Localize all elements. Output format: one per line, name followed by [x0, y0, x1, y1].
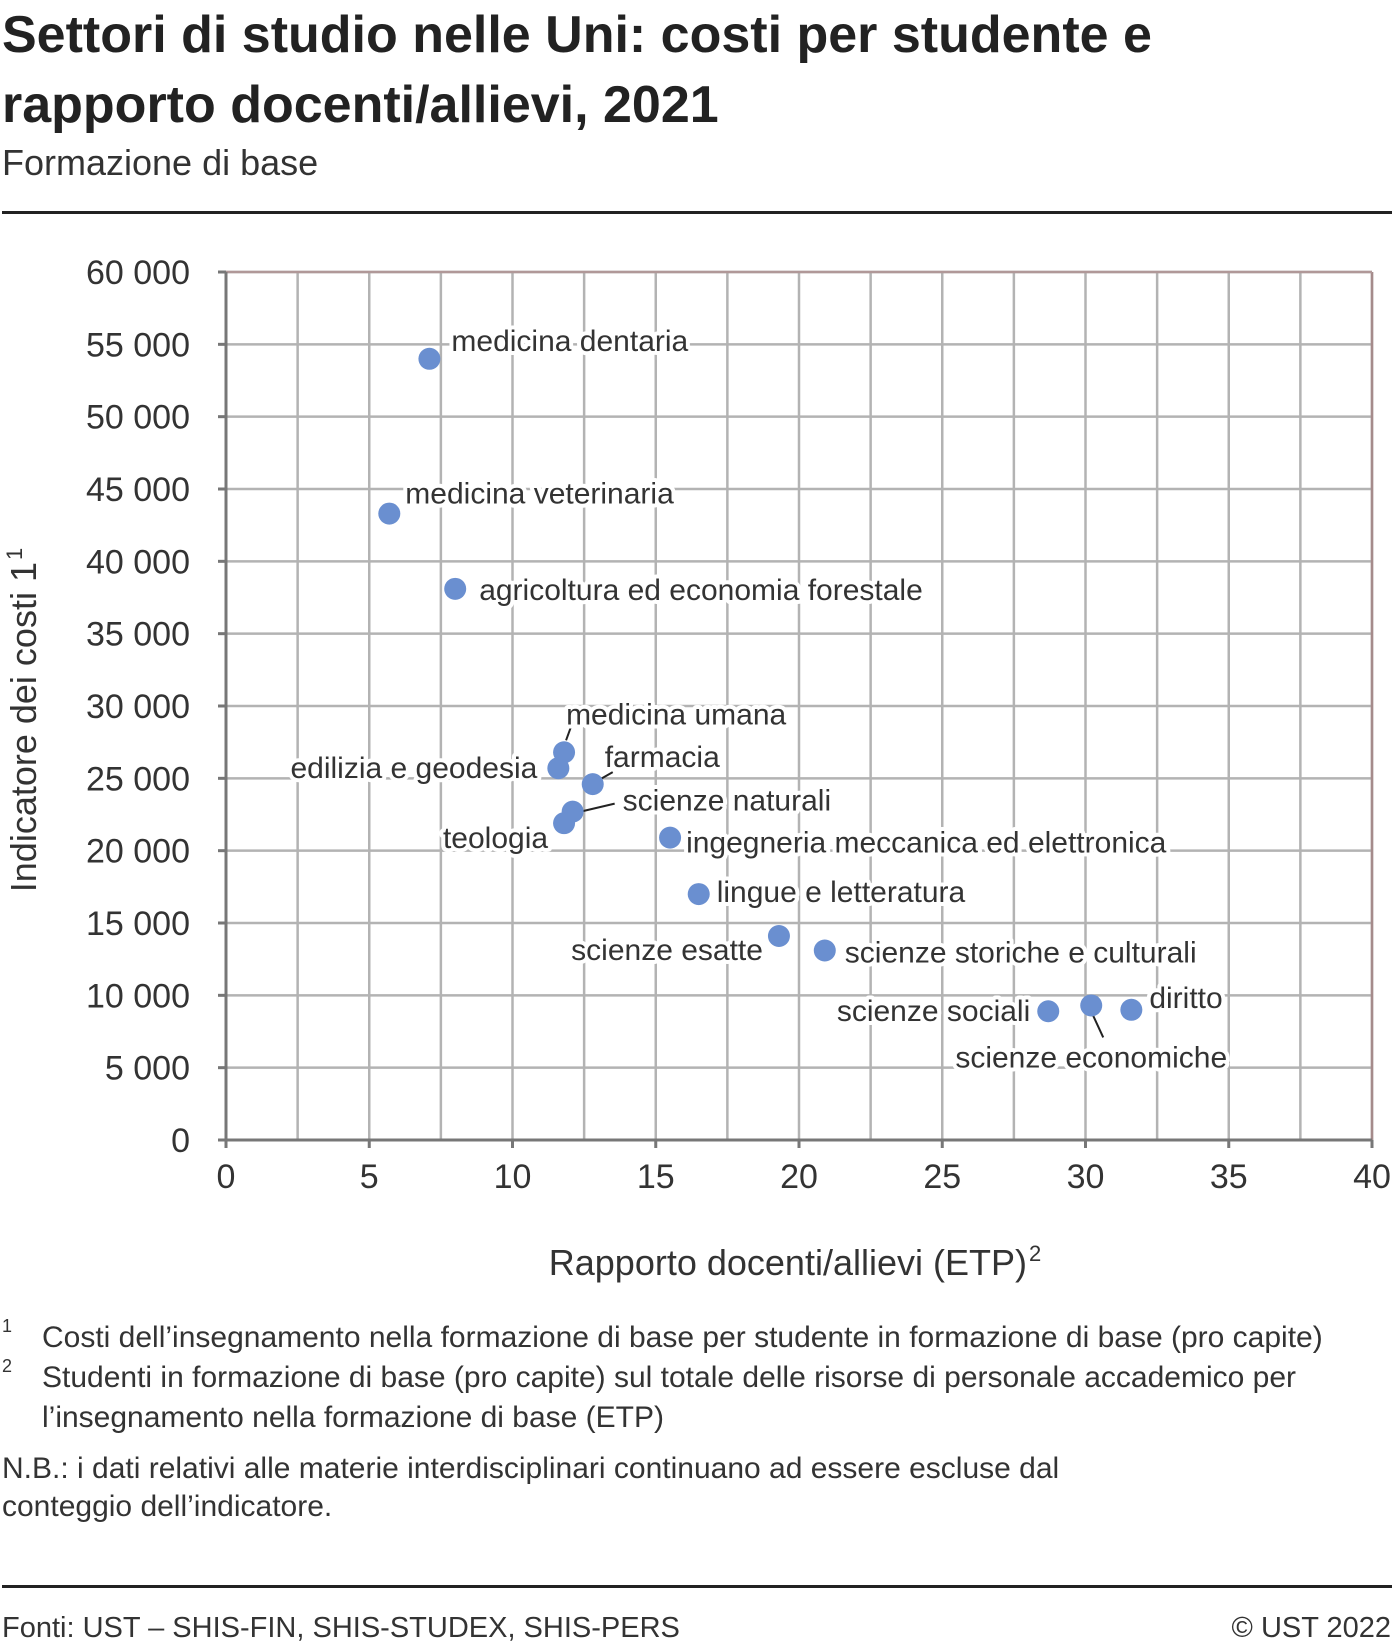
- data-point: [444, 577, 467, 600]
- point-label: medicina dentaria: [451, 325, 688, 358]
- y-tick-label: 30 000: [86, 688, 190, 726]
- data-point: [659, 826, 682, 849]
- chart-title: Settori di studio nelle Uni: costi per s…: [2, 6, 1152, 134]
- point-label: medicina veterinaria: [405, 478, 674, 511]
- y-tick-label: 60 000: [86, 254, 190, 292]
- x-tick-label: 10: [494, 1158, 532, 1196]
- y-tick-label: 55 000: [86, 326, 190, 364]
- chart-axes: [218, 270, 1374, 1148]
- point-label: scienze esatte: [571, 934, 763, 967]
- data-point: [581, 773, 604, 796]
- copyright: © UST 2022: [1231, 1612, 1391, 1644]
- scatter-chart: 0 5 000 10 000 15 000 20 000 25 000 30 000 35 0…: [2, 254, 1391, 1283]
- point-label: scienze sociali: [837, 995, 1030, 1028]
- y-tick-label: 50 000: [86, 399, 190, 437]
- footnote-1-text: Costi dell’insegnamento nella formazione…: [42, 1321, 1323, 1354]
- data-point: [1037, 1000, 1060, 1023]
- data-point: [1080, 994, 1103, 1017]
- point-label: teologia: [443, 822, 548, 855]
- y-tick-label: 35 000: [86, 616, 190, 654]
- y-tick-label: 25 000: [86, 760, 190, 798]
- y-tick-label: 45 000: [86, 471, 190, 509]
- top-divider: [2, 211, 1392, 214]
- point-label: edilizia e geodesia: [290, 752, 537, 785]
- y-tick-label: 20 000: [86, 833, 190, 871]
- x-tick-label: 40: [1353, 1158, 1391, 1196]
- footnote-1: 1 Costi dell’insegnamento nella formazio…: [2, 1316, 1392, 1358]
- y-tick-label: 10 000: [86, 977, 190, 1015]
- leader-line: [580, 802, 615, 813]
- point-label: farmacia: [605, 741, 720, 774]
- data-point: [813, 939, 836, 962]
- data-point: [687, 883, 710, 906]
- x-tick-label: 0: [217, 1158, 236, 1196]
- point-label: medicina umana: [566, 698, 786, 731]
- point-label: scienze naturali: [623, 785, 831, 818]
- chart-tick-labels: 0 5 000 10 000 15 000 20 000 25 000 30 000 35 0…: [86, 254, 1391, 1196]
- point-label: diritto: [1149, 982, 1222, 1015]
- data-point: [553, 812, 576, 835]
- y-tick-label: 40 000: [86, 543, 190, 581]
- y-tick-label: 5 000: [105, 1050, 190, 1088]
- y-axis-label: Indicatore dei costi 11: [2, 548, 44, 892]
- x-tick-label: 15: [637, 1158, 675, 1196]
- source-credit: Fonti: UST – SHIS-FIN, SHIS-STUDEX, SHIS…: [2, 1612, 680, 1644]
- x-tick-label: 20: [780, 1158, 818, 1196]
- data-point: [547, 757, 570, 780]
- data-point: [1120, 998, 1143, 1021]
- data-point: [418, 347, 441, 370]
- footnote-1-mark: 1: [2, 1316, 13, 1336]
- chart-subtitle: Formazione di base: [2, 142, 319, 183]
- x-axis-label: Rapporto docenti/allievi (ETP)2: [549, 1241, 1041, 1283]
- y-tick-label: 15 000: [86, 905, 190, 943]
- point-label: lingue e letteratura: [717, 876, 966, 909]
- data-point: [378, 502, 401, 525]
- leader-line: [565, 717, 576, 741]
- x-tick-label: 5: [360, 1158, 379, 1196]
- footnote-2: 2 Studenti in formazione di base (pro ca…: [2, 1356, 1392, 1438]
- footnote-2-text: Studenti in formazione di base (pro capi…: [42, 1361, 1297, 1434]
- x-tick-label: 35: [1210, 1158, 1248, 1196]
- point-label: agricoltura ed economia forestale: [479, 574, 923, 607]
- data-point: [767, 925, 790, 948]
- footnotes: 1 Costi dell’insegnamento nella formazio…: [2, 1316, 1392, 1526]
- data-points: [378, 347, 1143, 1023]
- point-label: scienze storiche e culturali: [845, 936, 1197, 969]
- bottom-divider: [2, 1585, 1392, 1588]
- x-tick-label: 30: [1067, 1158, 1105, 1196]
- x-tick-label: 25: [923, 1158, 961, 1196]
- note-nb: N.B.: i dati relativi alle materie inter…: [2, 1452, 1060, 1523]
- y-tick-label: 0: [171, 1122, 190, 1160]
- footnote-2-mark: 2: [2, 1356, 13, 1376]
- point-labels: medicina dentaria medicina veterinaria agr…: [286, 321, 1231, 1079]
- point-label: ingegneria meccanica ed elettronica: [686, 827, 1167, 860]
- point-label: scienze economiche: [955, 1041, 1227, 1074]
